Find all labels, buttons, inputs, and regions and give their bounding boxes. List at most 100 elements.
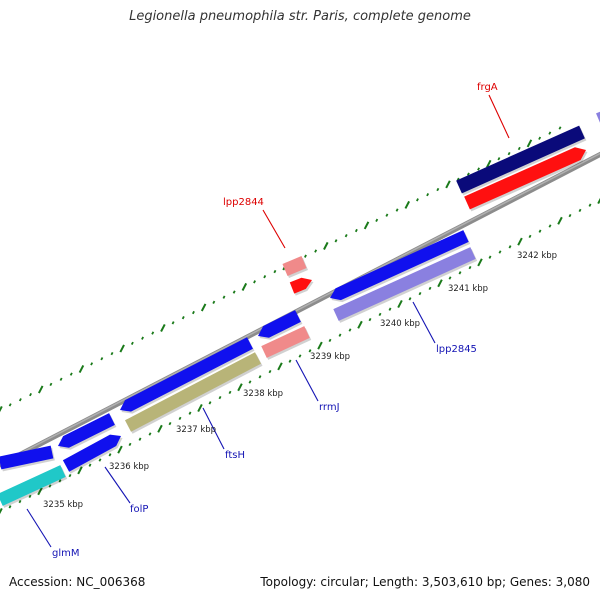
inner-tick xyxy=(548,224,552,228)
inner-tick xyxy=(378,312,382,317)
outer-tick xyxy=(486,159,492,168)
inner-tick xyxy=(48,484,52,488)
inner-tick xyxy=(397,299,403,309)
gene-label: folP xyxy=(130,504,148,515)
inner-tick xyxy=(538,229,542,233)
scale-label: 3239 kbp xyxy=(310,352,350,362)
outer-tick xyxy=(100,357,104,361)
outer-tick xyxy=(558,126,562,130)
inner-tick xyxy=(498,250,502,254)
inner-tick xyxy=(528,234,532,239)
outer-tick xyxy=(538,136,542,140)
map-title: Legionella pneumophila str. Paris, compl… xyxy=(129,9,471,24)
outer-tick xyxy=(436,187,440,192)
outer-tick xyxy=(548,131,552,135)
inner-tick xyxy=(308,349,312,353)
inner-tick xyxy=(388,307,392,311)
genome-summary-label: Topology: circular; Length: 3,503,610 bp… xyxy=(260,575,590,589)
inner-tick xyxy=(28,494,32,499)
outer-tick xyxy=(141,336,144,340)
gene-feature-outer-5 xyxy=(330,230,469,301)
inner-tick xyxy=(218,395,222,400)
gene-feature-glmM xyxy=(0,465,66,506)
outer-tick xyxy=(363,221,370,230)
inner-tick xyxy=(117,445,123,454)
outer-tick xyxy=(38,385,44,394)
outer-tick xyxy=(69,372,73,376)
inner-tick xyxy=(437,279,443,288)
outer-tick xyxy=(78,364,85,373)
outer-tick xyxy=(426,192,430,197)
outer-tick xyxy=(130,341,134,346)
gene-feature-lpp2845 xyxy=(333,247,476,321)
inner-tick xyxy=(37,487,43,496)
outer-tick xyxy=(8,403,12,407)
gene-leader-line xyxy=(26,508,52,548)
outer-tick xyxy=(222,295,226,299)
gene-feature-outer-1 xyxy=(0,445,54,470)
inner-tick xyxy=(237,383,243,392)
outer-tick xyxy=(416,198,419,202)
outer-tick xyxy=(385,213,389,217)
inner-tick xyxy=(517,237,523,246)
inner-tick xyxy=(258,375,262,379)
outer-tick xyxy=(18,398,22,402)
gene-label: lpp2845 xyxy=(436,344,477,355)
outer-tick xyxy=(273,269,277,274)
inner-tick xyxy=(128,442,132,447)
gene-feature-frgA xyxy=(464,147,586,210)
outer-tick xyxy=(507,151,511,156)
scale-label: 3240 kbp xyxy=(380,319,420,329)
outer-tick xyxy=(151,331,155,335)
accession-label: Accession: NC_006368 xyxy=(9,575,146,589)
scale-labels: 3235 kbp 3236 kbp 3237 kbp 3238 kbp 3239 kbp… xyxy=(43,251,557,510)
inner-tick xyxy=(208,401,212,405)
outer-tick xyxy=(160,323,166,332)
inner-tick xyxy=(188,411,192,415)
gene-feature-folP xyxy=(62,434,121,472)
inner-tick xyxy=(168,421,172,426)
inner-tick xyxy=(277,362,283,371)
outer-tick xyxy=(375,218,379,222)
gene-leader-line xyxy=(488,94,510,139)
outer-tick xyxy=(212,300,216,304)
inner-tick xyxy=(477,258,483,267)
outer-tick xyxy=(323,241,329,250)
gene-feature-red-small xyxy=(289,277,312,294)
gene-leader-line xyxy=(295,359,319,402)
outer-tick xyxy=(263,275,267,279)
outer-tick xyxy=(90,362,94,366)
outer-tick xyxy=(526,139,533,148)
gene-label: lpp2844 xyxy=(223,197,264,208)
inner-tick xyxy=(408,297,412,301)
gene-label: frgA xyxy=(477,82,498,93)
outer-tick xyxy=(466,172,470,176)
inner-tick xyxy=(328,338,332,343)
inner-tick xyxy=(138,437,142,441)
inner-tick xyxy=(98,458,102,462)
inner-tick xyxy=(578,208,582,213)
scale-label: 3242 kbp xyxy=(517,251,557,261)
inner-tick xyxy=(178,416,182,421)
inner-tick xyxy=(597,197,600,205)
scale-label: 3241 kbp xyxy=(448,284,488,294)
outer-tick-marks xyxy=(0,126,562,413)
inner-tick xyxy=(88,463,92,467)
inner-tick xyxy=(157,424,163,433)
outer-tick xyxy=(0,405,3,413)
gene-feature-edge xyxy=(596,111,600,123)
inner-tick xyxy=(317,341,323,350)
outer-tick xyxy=(477,167,480,171)
outer-tick xyxy=(29,392,32,397)
inner-tick xyxy=(568,213,572,218)
inner-tick-marks xyxy=(0,197,600,515)
inner-tick xyxy=(348,328,352,332)
gene-label: ftsH xyxy=(225,450,245,461)
inner-tick xyxy=(77,466,83,475)
gene-feature-outer-4 xyxy=(258,310,301,338)
scale-label: 3236 kbp xyxy=(109,462,149,472)
gene-leader-line xyxy=(104,466,131,504)
inner-tick xyxy=(557,216,563,225)
outer-tick xyxy=(232,290,236,294)
